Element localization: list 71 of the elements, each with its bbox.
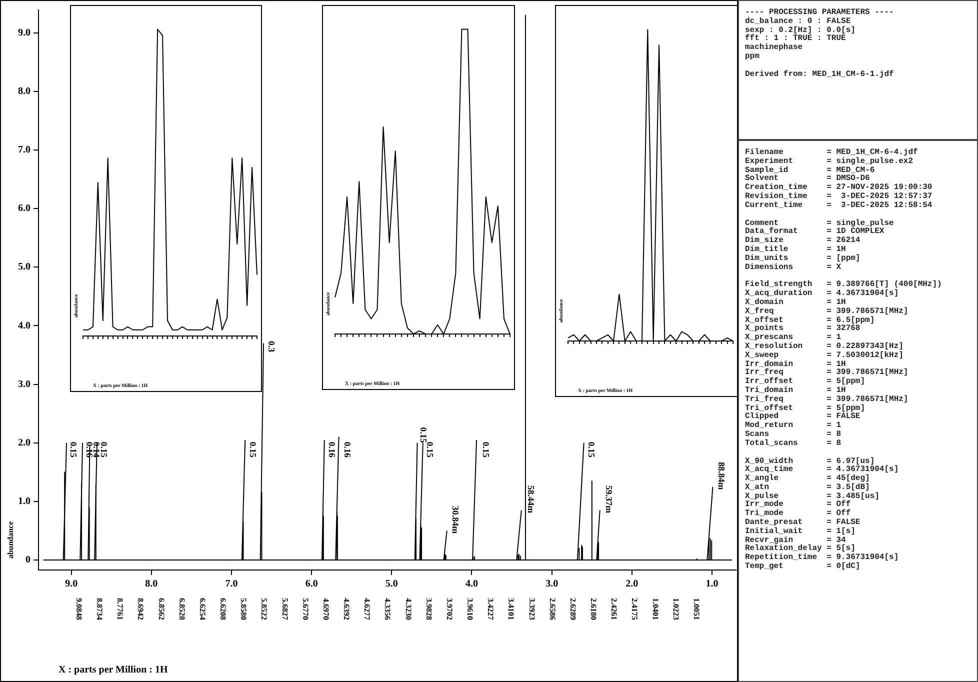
text: 5.6827 bbox=[280, 598, 290, 620]
annotation: 58.44m bbox=[526, 485, 536, 514]
text: 5.8522 bbox=[260, 598, 269, 620]
x-tick-label: 9.0 bbox=[65, 578, 78, 590]
text: 3.9828 bbox=[424, 598, 434, 620]
x-tick-label: 6.0 bbox=[305, 578, 318, 590]
text: 6.6208 bbox=[218, 598, 228, 620]
annotation: 0.15 bbox=[480, 442, 491, 458]
text: Comment = single_pulse Data_format = 1D COMPLEX Dim_size = 26214 Dim_title = 1H Dim_units = [ppm] Dimensions = X bbox=[745, 218, 895, 272]
text: 3.9610 bbox=[466, 598, 475, 620]
x-tick-label: 7.0 bbox=[225, 578, 238, 590]
y-tick-label: 7.0 bbox=[18, 144, 30, 156]
text: 8.7761 bbox=[116, 598, 125, 620]
x-tick-label: 3.0 bbox=[546, 578, 558, 590]
annotation: 0.15 bbox=[68, 442, 78, 458]
y-tick-label: 9.0 bbox=[18, 27, 30, 38]
y-tick-label: 5.0 bbox=[18, 262, 30, 273]
text: X_90_width = 6.97[us] X_acq_time = 4.36731904[s] X_angle = 45[deg] X_atn = 3.5[dB] X_pulse = 3.485[us] Irr_mode = Off Tri_mode = Off Dante_presat = FALSE Initial_wait = 1[s] Recvr_gain = 34 Relaxation_delay = 5[s] Repetition_time = 9.36731904[s] Temp_get = 0[dC] bbox=[745, 456, 899, 572]
text: 4.3230 bbox=[404, 598, 413, 620]
annotation: 0.15 bbox=[248, 442, 258, 458]
x-tick-label: 1.0 bbox=[706, 578, 718, 590]
text: 2.6180 bbox=[589, 598, 598, 620]
text: 2.4175 bbox=[630, 598, 640, 620]
text: 3.4101 bbox=[506, 598, 516, 620]
y-tick-label: 6.0 bbox=[18, 203, 30, 214]
text: 1.0401 bbox=[650, 598, 660, 620]
text: 2.4261 bbox=[610, 598, 619, 620]
annotation: 30.84m bbox=[450, 506, 460, 534]
text: 3.9702 bbox=[444, 598, 454, 620]
annotation: 0.15 bbox=[98, 442, 109, 458]
y-tick-label: 2.0 bbox=[18, 437, 30, 448]
text: 6.8528 bbox=[177, 598, 186, 620]
annotation: 0.15 bbox=[424, 442, 435, 458]
y-tick-label: 1.0 bbox=[18, 496, 30, 508]
text: 2.6289 bbox=[568, 598, 578, 620]
x-tick-label: 2.0 bbox=[626, 578, 638, 590]
text: 3.3923 bbox=[527, 598, 536, 620]
y-tick-label: 0 bbox=[26, 554, 30, 566]
annotation: 59.37m bbox=[604, 485, 614, 514]
text: Filename = MED_1H_CM-6-4.jdf Experiment = single_pulse.ex2 Sample_id = MED_CM-6 Solvent = DMSO-D6 Creation_time = 27-NOV-2025 19:00:30 Revision_time = 3-DEC-2025 12:57:37 Current_time = 3-DEC-2025 12:58:54 bbox=[745, 148, 934, 211]
annotation: 0.3 bbox=[266, 340, 276, 353]
text: Field_strength = 9.389766[T] (400[MHz]) X_acq_duration = 4.36731904[s] X_domain = 1H X_freq = 399.786571[MHz] X_offset = 6.5[ppm] X_points = 32768 X_prescans = 1 X_resolution = 0.22897343[Hz] X_sweep = 7.5030012[kHz] Irr_domain = 1H Irr_freq = 399.786571[MHz] Irr_offset = 5[ppm] Tri_domain = 1H Tri_freq = 399.786571[MHz] Tri_offset = 5[ppm] Clipped = FALSE Mod_return = 1 Scans = 8 Total_scans = 8 bbox=[745, 280, 942, 448]
x-tick-label: 8.0 bbox=[145, 578, 158, 590]
annotation: 0.15 bbox=[418, 427, 428, 444]
annotation: 0.16 bbox=[342, 442, 352, 458]
text: ---- PROCESSING PARAMETERS ---- dc_balance : 0 : FALSE sexp : 0.2[Hz] : 0.0[s] fft : 1 : TRUE : TRUE machinephase ppm Derived from: MED_1H_CM-6-1.jdf bbox=[745, 8, 895, 80]
text: 4.3356 bbox=[383, 598, 392, 620]
text: 1.0223 bbox=[671, 598, 680, 620]
text: 1.0051 bbox=[692, 598, 701, 620]
text: 3.4227 bbox=[486, 598, 496, 620]
text: 4.6970 bbox=[321, 598, 330, 620]
text: 8.6942 bbox=[136, 598, 146, 620]
annotation: 0.15 bbox=[586, 442, 597, 458]
text: 5.6770 bbox=[300, 598, 310, 620]
y-tick-label: 4.0 bbox=[18, 320, 30, 332]
text: 6.8562 bbox=[156, 598, 166, 620]
x-tick-label: 5.0 bbox=[385, 578, 398, 590]
x-tick-label: 4.0 bbox=[465, 578, 478, 590]
text: 2.6586 bbox=[548, 598, 557, 620]
text: 4.6392 bbox=[342, 598, 352, 620]
y-axis-title: abundance bbox=[6, 520, 16, 559]
y-tick-label: 3.0 bbox=[18, 378, 30, 390]
text: 8.8734 bbox=[95, 598, 104, 620]
x-axis-title: X : parts per Million : 1H bbox=[58, 664, 168, 676]
text: 6.6254 bbox=[198, 598, 207, 620]
text: 5.8580 bbox=[239, 598, 248, 620]
text: 4.6277 bbox=[362, 598, 372, 620]
annotation: 88.84m bbox=[716, 462, 726, 490]
annotation: 0.16 bbox=[327, 442, 338, 458]
y-tick-label: 8.0 bbox=[18, 86, 30, 97]
text: 9.0848 bbox=[74, 598, 84, 620]
